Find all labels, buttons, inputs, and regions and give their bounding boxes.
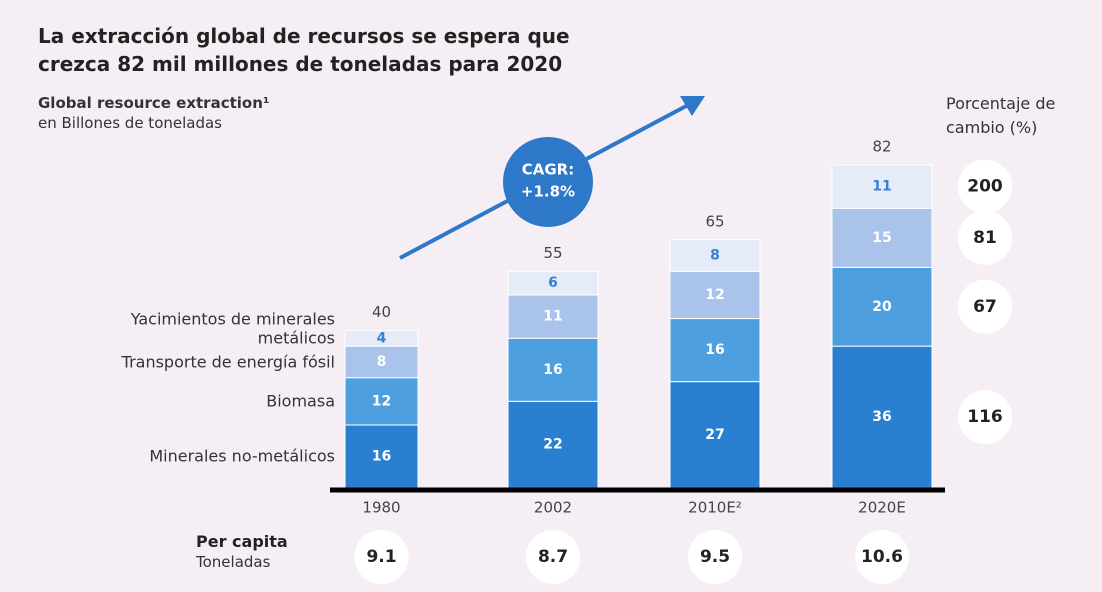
bar-segment: [344, 424, 419, 489]
per-capita-circle: [855, 530, 909, 584]
bar-segment: [344, 329, 419, 347]
bar-segment: [669, 270, 761, 320]
bar-segment: [507, 270, 599, 296]
segment-label: 12: [372, 393, 391, 409]
series-label: Biomasa: [266, 391, 335, 411]
bar-segment: [669, 381, 761, 489]
segment-label: 11: [543, 309, 562, 325]
series-label: Transporte de energía fósil: [121, 352, 335, 372]
bar-segment: [669, 239, 761, 272]
segment-label: 16: [372, 448, 391, 464]
change-value: 200: [967, 177, 1003, 197]
x-tick-label: 2020E: [858, 499, 906, 517]
subtitle: Global resource extraction¹: [38, 94, 270, 112]
cagr-value: +1.8%: [521, 183, 575, 201]
change-circle: [958, 390, 1012, 445]
segment-label: 11: [872, 179, 891, 195]
change-circle: [958, 159, 1012, 214]
segment-label: 16: [543, 362, 562, 378]
segment-label: 22: [543, 437, 562, 453]
x-tick-label: 2010E²: [688, 499, 742, 517]
series-label: Minerales no-metálicos: [149, 446, 335, 466]
bar-segment: [831, 266, 933, 347]
chart-title: La extracción global de recursos se espe…: [38, 24, 570, 76]
change-value: 67: [973, 297, 997, 317]
x-tick-label: 1980: [362, 499, 400, 517]
segment-label: 6: [548, 275, 558, 291]
cagr-circle: [503, 137, 593, 227]
unit-label: en Billones de toneladas: [38, 114, 222, 132]
total-label: 55: [543, 244, 562, 262]
segment-label: 4: [377, 330, 387, 346]
segment-label: 27: [705, 427, 724, 443]
segment-label: 36: [872, 409, 891, 425]
change-circle: [958, 279, 1012, 334]
bar-segment: [344, 377, 419, 426]
change-value: 81: [973, 228, 997, 248]
segment-label: 8: [377, 354, 387, 370]
bar-segment: [831, 345, 933, 489]
segment-label: 8: [710, 248, 720, 264]
x-tick-label: 2002: [534, 499, 572, 517]
total-label: 82: [872, 137, 891, 155]
cagr-label: CAGR:: [522, 161, 574, 179]
segment-label: 15: [872, 230, 891, 246]
bar-segment: [344, 345, 419, 379]
per-capita-circle: [354, 530, 409, 584]
bar-segment: [831, 164, 933, 209]
per-capita-value: 9.5: [700, 547, 730, 567]
per-capita-unit: Toneladas: [196, 553, 271, 571]
bar-segment: [507, 294, 599, 339]
percent-change-label: Porcentaje de cambio (%): [946, 94, 1056, 137]
series-label: Yacimientos de minerales metálicos: [130, 309, 335, 348]
per-capita-value: 8.7: [538, 547, 568, 567]
per-capita-value: 9.1: [366, 547, 396, 567]
bar-segment: [507, 400, 599, 489]
per-capita-value: 10.6: [861, 547, 903, 567]
segment-label: 12: [705, 287, 724, 303]
total-label: 40: [372, 303, 391, 321]
bar-segment: [669, 318, 761, 383]
per-capita-circle: [688, 530, 742, 584]
change-circle: [958, 210, 1012, 265]
segment-label: 20: [872, 299, 892, 315]
bar-segment: [831, 207, 933, 268]
total-label: 65: [705, 212, 724, 230]
bar-segment: [507, 337, 599, 402]
change-value: 116: [967, 407, 1003, 427]
per-capita-circle: [526, 530, 580, 584]
per-capita-label: Per capita: [196, 532, 288, 551]
arrow-head: [680, 96, 705, 116]
segment-label: 16: [705, 342, 724, 358]
